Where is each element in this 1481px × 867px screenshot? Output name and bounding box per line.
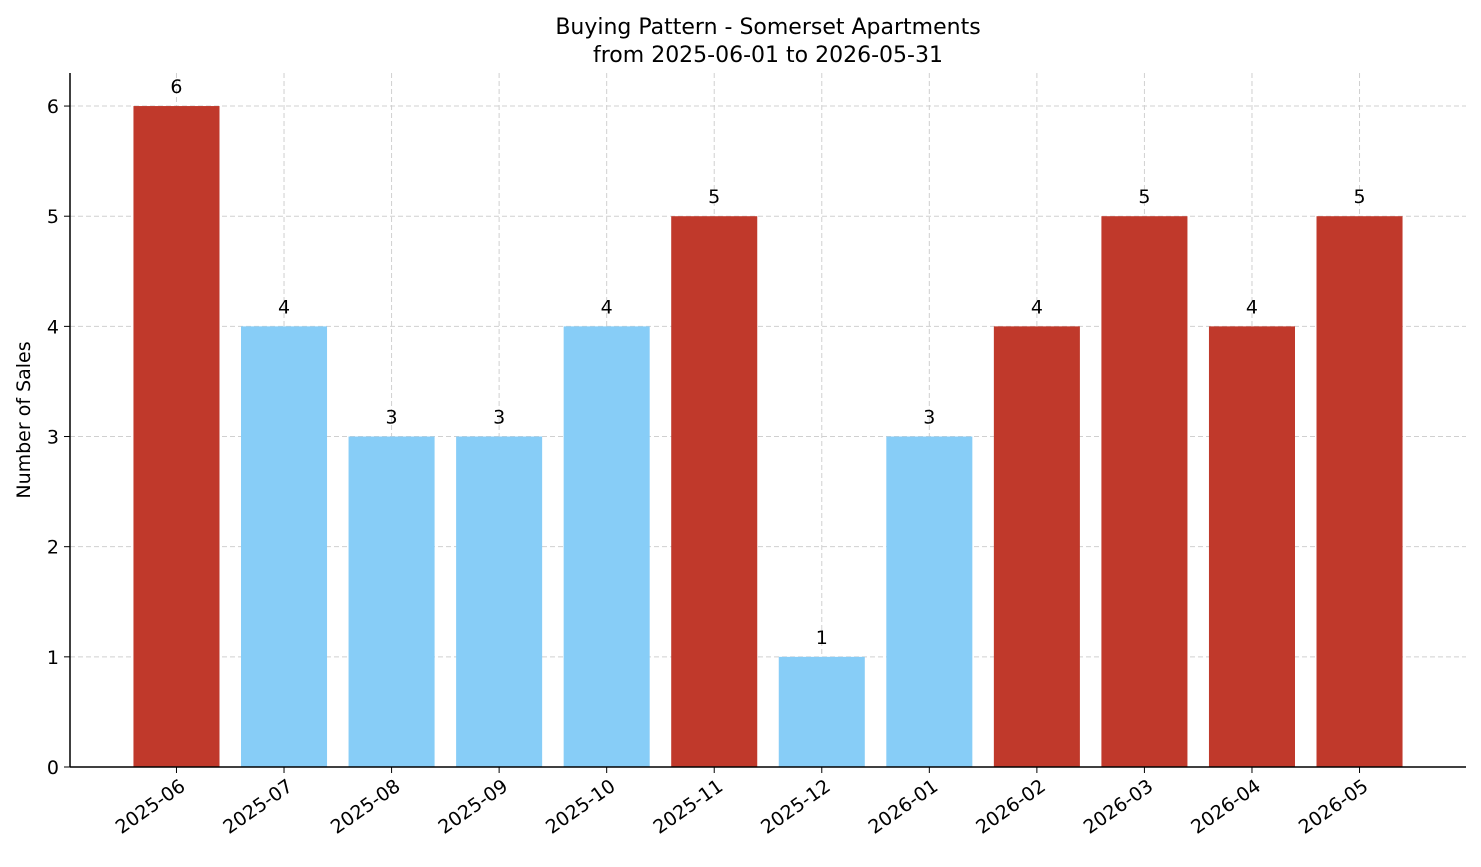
x-tick-label: 2025-08 (327, 775, 405, 839)
bar (563, 326, 650, 767)
bar (348, 436, 435, 767)
bar (456, 436, 543, 767)
chart-title: Buying Pattern - Somerset Apartments (555, 15, 980, 40)
data-label: 4 (601, 296, 613, 318)
data-label: 1 (816, 627, 828, 649)
bar (886, 436, 973, 767)
data-label: 5 (1353, 186, 1365, 208)
x-tick-label: 2026-03 (1080, 775, 1158, 839)
y-tick-label: 1 (47, 647, 59, 669)
x-tick-label: 2026-05 (1295, 775, 1373, 839)
x-tick-label: 2025-09 (434, 775, 512, 839)
x-tick-label: 2026-04 (1187, 775, 1265, 839)
data-label: 4 (1031, 296, 1043, 318)
data-label: 4 (1246, 296, 1258, 318)
data-label: 3 (386, 407, 398, 429)
y-tick-label: 4 (47, 316, 59, 338)
x-tick-label: 2025-11 (649, 775, 727, 839)
y-tick-label: 0 (47, 757, 59, 779)
bar (1101, 216, 1188, 767)
x-tick-label: 2026-02 (972, 775, 1050, 839)
x-tick-label: 2026-01 (865, 775, 943, 839)
y-axis-label: Number of Sales (13, 341, 35, 498)
chart-subtitle: from 2025-06-01 to 2026-05-31 (593, 43, 943, 68)
data-label: 5 (708, 186, 720, 208)
data-label: 6 (170, 76, 182, 98)
y-tick-label: 2 (47, 537, 59, 559)
bar (778, 656, 865, 767)
bar (241, 326, 328, 767)
bar (1208, 326, 1295, 767)
bar (1316, 216, 1403, 767)
data-label: 5 (1138, 186, 1150, 208)
y-tick-label: 6 (47, 96, 59, 118)
y-tick-label: 5 (47, 206, 59, 228)
x-tick-label: 2025-10 (542, 775, 620, 839)
bar (993, 326, 1080, 767)
x-tick-label: 2025-12 (757, 775, 835, 839)
y-tick-label: 3 (47, 427, 59, 449)
bar (133, 106, 220, 768)
data-label: 4 (278, 296, 290, 318)
x-tick-label: 2025-07 (219, 775, 297, 839)
bar (671, 216, 758, 767)
x-tick-label: 2025-06 (112, 775, 190, 839)
data-label: 3 (923, 407, 935, 429)
data-label: 3 (493, 407, 505, 429)
